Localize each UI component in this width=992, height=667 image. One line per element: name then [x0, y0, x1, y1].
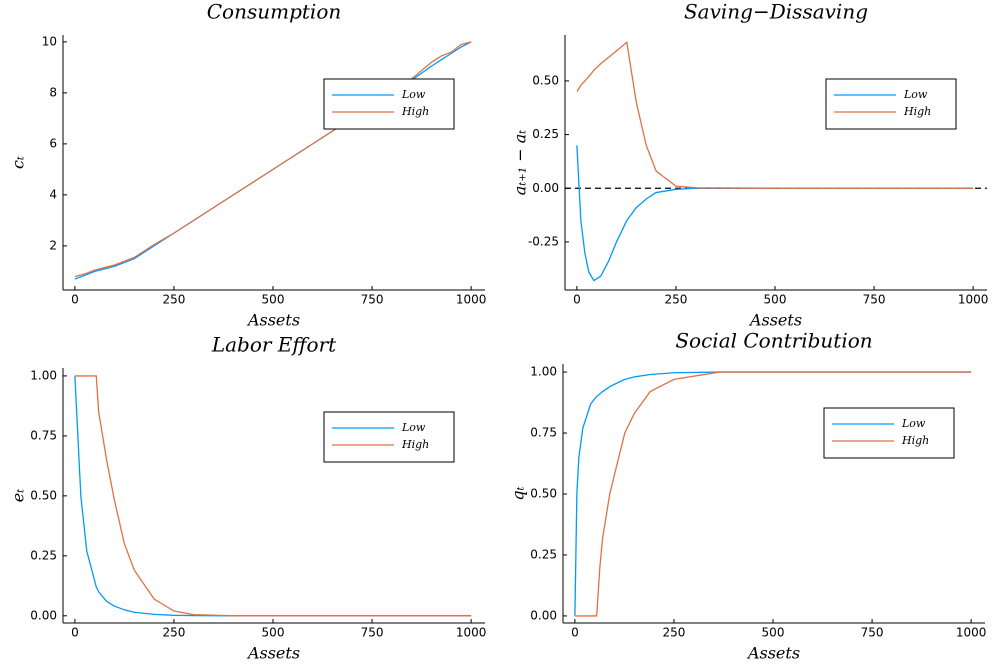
legend-label: High	[401, 438, 429, 451]
y-tick-label: 0.25	[30, 548, 57, 562]
series-line	[576, 41, 974, 189]
y-tick-label: 0.00	[530, 608, 557, 622]
legend-label: Low	[401, 88, 426, 101]
legend-box	[823, 407, 955, 459]
x-tick-label: 750	[361, 626, 384, 640]
y-tick-label: 0.50	[530, 486, 557, 500]
chart-title: Saving−Dissaving	[684, 0, 868, 24]
x-tick-label: 500	[262, 293, 285, 307]
legend-label: High	[903, 105, 931, 118]
legend-label: Low	[401, 421, 426, 434]
series-line	[74, 41, 472, 280]
subplot: 0 250 500 750 1000 0.00 0.25 0.50 0.75 1.00 Labor …	[9, 333, 487, 663]
series-line	[576, 145, 974, 282]
series-line	[574, 371, 972, 617]
y-tick-label: 6	[49, 136, 57, 150]
x-tick-label: 750	[863, 293, 886, 307]
y-tick-label: 0.75	[30, 428, 57, 442]
series-line	[74, 41, 472, 278]
y-tick-label: 0.00	[30, 608, 57, 622]
y-tick-label: 0.75	[530, 426, 557, 440]
legend-label: Low	[901, 417, 926, 430]
y-axis-label: eₜ	[9, 489, 28, 502]
y-tick-label: -0.25	[528, 234, 559, 248]
x-tick-label: 250	[162, 626, 185, 640]
y-tick-label: 4	[49, 187, 57, 201]
x-axis-label: Assets	[746, 644, 800, 663]
y-tick-label: 0.00	[532, 181, 559, 195]
y-tick-label: 0.50	[30, 488, 57, 502]
y-tick-label: 1.00	[530, 365, 557, 379]
y-tick-label: 8	[49, 85, 57, 99]
y-tick-label: 1.00	[30, 368, 57, 382]
legend-box	[323, 411, 455, 463]
x-tick-label: 0	[71, 293, 79, 307]
x-tick-label: 0	[571, 626, 579, 640]
series-line	[574, 371, 972, 616]
y-axis-label: cₜ	[9, 156, 28, 169]
x-tick-label: 500	[262, 626, 285, 640]
y-tick-label: 10	[42, 34, 57, 48]
x-tick-label: 250	[662, 626, 685, 640]
x-tick-label: 750	[361, 293, 384, 307]
chart-title: Consumption	[207, 0, 342, 24]
x-tick-label: 500	[764, 293, 787, 307]
x-tick-label: 1000	[456, 293, 487, 307]
x-tick-label: 1000	[456, 626, 487, 640]
x-tick-label: 0	[573, 293, 581, 307]
x-tick-label: 1000	[958, 293, 989, 307]
x-tick-label: 250	[664, 293, 687, 307]
y-tick-label: 0.25	[530, 547, 557, 561]
chart-title: Social Contribution	[675, 329, 872, 353]
x-tick-label: 1000	[956, 626, 987, 640]
x-axis-label: Assets	[246, 644, 300, 663]
x-tick-label: 500	[762, 626, 785, 640]
y-tick-label: 0.25	[532, 127, 559, 141]
legend-box	[323, 78, 455, 130]
legend-label: Low	[903, 88, 928, 101]
y-axis-label: qₜ	[509, 486, 528, 500]
legend-label: High	[901, 434, 929, 447]
chart-title: Labor Effort	[211, 333, 337, 357]
series-line	[74, 375, 472, 617]
subplot: 0 250 500 750 1000 2 4 6 8 10 Consumption Assets cₜ L…	[9, 0, 487, 330]
x-tick-label: 0	[71, 626, 79, 640]
x-axis-label: Assets	[748, 311, 802, 330]
y-tick-label: 0.50	[532, 73, 559, 87]
x-tick-label: 750	[861, 626, 884, 640]
y-tick-label: 2	[49, 238, 57, 252]
legend-box	[825, 78, 957, 130]
x-tick-label: 250	[162, 293, 185, 307]
x-axis-label: Assets	[246, 311, 300, 330]
y-axis-label: aₜ₊₁ − aₜ	[511, 130, 530, 195]
legend-label: High	[401, 105, 429, 118]
subplot: 0 250 500 750 1000 -0.25 0.00 0.25 0.50 Saving−Di…	[511, 0, 989, 330]
subplot: 0 250 500 750 1000 0.00 0.25 0.50 0.75 1.00 Social…	[509, 329, 987, 663]
